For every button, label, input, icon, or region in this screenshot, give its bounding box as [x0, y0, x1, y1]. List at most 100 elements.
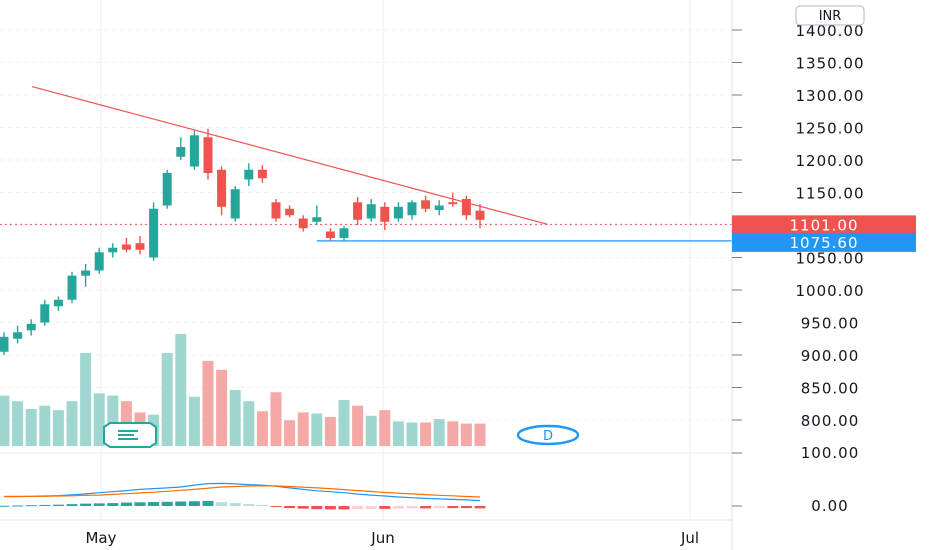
- candle-body: [339, 228, 349, 238]
- candle-body: [13, 332, 23, 339]
- histogram-bar: [107, 503, 119, 506]
- histogram-bar: [474, 506, 486, 509]
- histogram-bar: [256, 504, 268, 506]
- candle: [298, 215, 308, 232]
- volume-bar: [202, 360, 214, 446]
- histogram-bar: [420, 506, 432, 509]
- candle: [13, 325, 23, 344]
- candle-body: [312, 217, 322, 222]
- interval-badge[interactable]: D: [516, 424, 580, 446]
- volume-bar: [392, 421, 404, 446]
- histogram-bar: [365, 506, 377, 509]
- volume-bar: [256, 411, 268, 446]
- events-icon[interactable]: [103, 422, 157, 448]
- candle: [271, 199, 281, 222]
- candle: [244, 163, 254, 186]
- candle: [53, 296, 63, 311]
- last-price-label: 1101.00: [732, 215, 916, 235]
- price-tick-label: 1200.00: [795, 152, 864, 170]
- candle-body: [393, 206, 403, 219]
- candle-body: [271, 202, 281, 219]
- oscillator-tick-label: 0.00: [811, 497, 848, 515]
- support-price-value: 1075.60: [789, 234, 858, 252]
- volume-bar: [311, 413, 323, 446]
- candlesticks: [0, 128, 485, 355]
- volume-bar: [52, 410, 64, 446]
- price-tick-label: 1250.00: [795, 120, 864, 138]
- price-axis-background: [732, 0, 932, 550]
- candle: [0, 332, 9, 355]
- candle: [108, 243, 118, 258]
- price-tick-label: 1150.00: [795, 185, 864, 203]
- currency-button[interactable]: INR: [795, 5, 865, 26]
- candle: [325, 228, 335, 242]
- candle: [67, 271, 77, 303]
- chart-grid: [0, 0, 732, 520]
- candle-body: [176, 147, 186, 157]
- histogram-bar: [66, 504, 78, 506]
- histogram-bar: [460, 506, 472, 509]
- candle-body: [434, 205, 444, 211]
- histogram-bar: [324, 506, 336, 510]
- candle-body: [230, 189, 240, 219]
- histogram-bar: [80, 503, 92, 506]
- histogram-bar: [229, 503, 241, 506]
- histogram-bar: [161, 501, 173, 506]
- volume-bar: [352, 405, 364, 446]
- price-tick-label: 800.00: [801, 412, 860, 430]
- price-tick-label: 1050.00: [795, 250, 864, 268]
- volume-bar: [39, 405, 51, 446]
- candle-body: [0, 336, 9, 352]
- candle-body: [217, 169, 227, 207]
- volume-bars: [0, 334, 486, 446]
- candle-body: [407, 202, 417, 216]
- candle-body: [121, 244, 131, 250]
- candle-body: [189, 135, 199, 167]
- histogram-bar: [148, 502, 160, 506]
- price-tick-label: 900.00: [801, 347, 860, 365]
- candle: [339, 226, 349, 242]
- price-tick-label: 1000.00: [795, 282, 864, 300]
- price-tick-label: 1400.00: [795, 22, 864, 40]
- candle-body: [366, 204, 376, 219]
- volume-bar: [188, 396, 200, 446]
- histogram-bar: [284, 506, 296, 509]
- candle-body: [325, 231, 335, 238]
- volume-bar: [270, 392, 282, 446]
- time-tick-label: May: [85, 529, 116, 547]
- volume-bar: [229, 390, 241, 446]
- time-axis-ticks: May Jun Jul: [85, 529, 699, 547]
- candle: [353, 197, 363, 225]
- price-tick-label: 850.00: [801, 380, 860, 398]
- candle-body: [380, 206, 390, 222]
- histogram-bar: [392, 506, 404, 509]
- candle: [162, 169, 172, 209]
- oscillator-axis-ticks: 100.00 0.00: [732, 444, 858, 515]
- candle-body: [244, 169, 254, 180]
- volume-bar: [216, 369, 228, 446]
- volume-bar: [0, 395, 10, 446]
- price-tick-label: 1350.00: [795, 55, 864, 73]
- histogram-bar: [447, 506, 459, 509]
- histogram-bar: [270, 506, 282, 507]
- time-tick-label: Jun: [370, 529, 394, 547]
- candle: [257, 165, 267, 183]
- currency-label: INR: [819, 9, 842, 24]
- histogram-bar: [188, 501, 200, 506]
- signal-line: [4, 485, 481, 498]
- candle: [366, 199, 376, 222]
- candle-body: [67, 275, 77, 300]
- candle-body: [108, 247, 118, 253]
- trendline: [31, 85, 548, 225]
- histogram-bar: [406, 506, 418, 509]
- candle: [475, 204, 485, 229]
- volume-bar: [338, 400, 350, 446]
- candle: [393, 202, 403, 222]
- volume-bar: [447, 421, 459, 446]
- volume-bar: [161, 353, 173, 446]
- candle-body: [461, 199, 471, 216]
- candle: [230, 186, 240, 222]
- candle-body: [53, 299, 63, 307]
- volume-bar: [324, 416, 336, 446]
